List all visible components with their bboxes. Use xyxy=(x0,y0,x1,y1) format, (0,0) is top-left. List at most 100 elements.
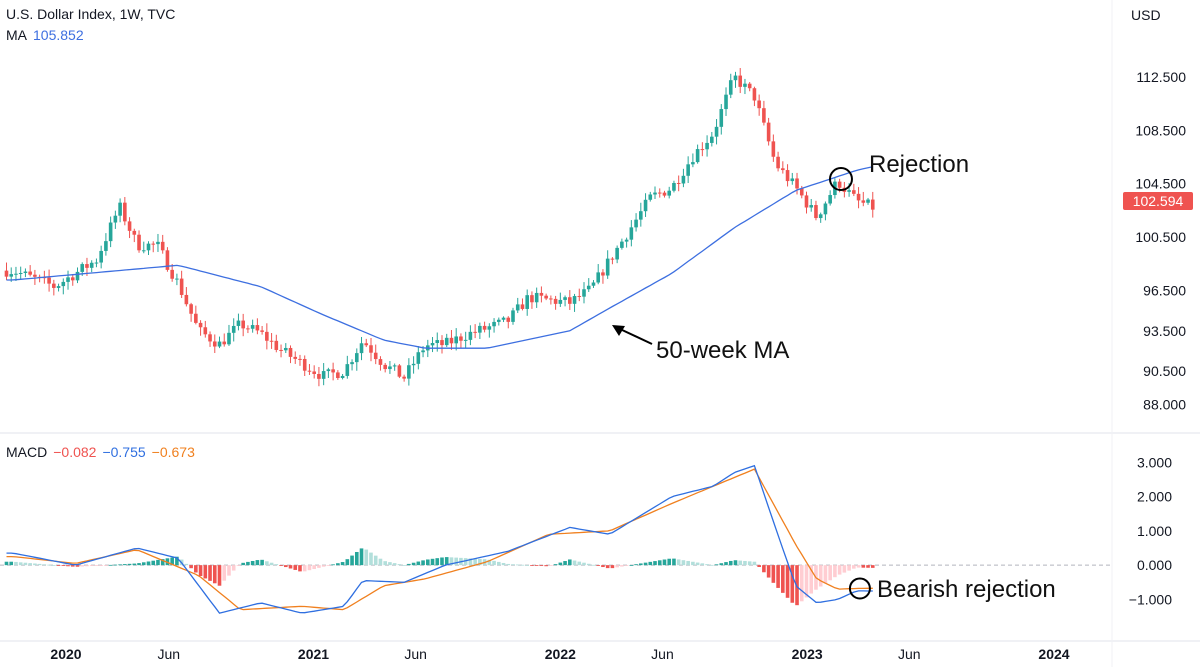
macd-histogram-bar xyxy=(496,561,501,566)
macd-histogram-bar xyxy=(549,565,553,566)
candle-body xyxy=(686,164,690,176)
candle-body xyxy=(326,369,331,372)
symbol-title: U.S. Dollar Index, 1W, TVC xyxy=(6,6,176,22)
candle-body xyxy=(416,352,421,364)
candle-body xyxy=(47,277,51,284)
macd-histogram-bar xyxy=(141,562,146,566)
macd-histogram-bar xyxy=(785,565,790,598)
macd-histogram-bar xyxy=(634,564,638,566)
macd-histogram-bar xyxy=(866,565,870,568)
candle-body xyxy=(392,365,397,367)
candle-body xyxy=(179,278,184,295)
candle-body xyxy=(279,349,283,351)
candle-body xyxy=(520,304,525,309)
macd-histogram-bar xyxy=(189,565,193,569)
candle-body xyxy=(809,205,814,208)
candle-body xyxy=(345,364,350,376)
macd-hist-value: −0.082 xyxy=(53,444,97,460)
macd-histogram-bar xyxy=(407,563,411,566)
candle-body xyxy=(728,80,733,95)
macd-histogram-bar xyxy=(856,565,861,568)
macd-histogram-bar xyxy=(757,565,761,567)
macd-histogram-bar xyxy=(501,562,506,566)
time-tick-label: 2020 xyxy=(50,646,81,662)
macd-histogram-bar xyxy=(861,565,866,568)
candle-body xyxy=(307,370,312,372)
candle-body xyxy=(695,149,700,163)
candle-body xyxy=(212,341,217,347)
candle-body xyxy=(804,195,809,208)
macd-histogram-bar xyxy=(719,563,724,566)
macd-histogram-bar xyxy=(104,565,108,566)
candle-body xyxy=(283,347,288,351)
candle-body xyxy=(781,168,785,171)
macd-histogram-bar xyxy=(430,558,435,566)
macd-histogram-bar xyxy=(336,563,340,566)
macd-histogram-bar xyxy=(321,565,326,567)
candle-body xyxy=(321,371,326,379)
candle-body xyxy=(99,250,103,263)
macd-histogram-bar xyxy=(837,565,842,575)
candle-body xyxy=(563,297,567,300)
macd-histogram-bar xyxy=(123,564,127,566)
price-tick-label: 100.500 xyxy=(1135,229,1186,245)
macd-histogram-bar xyxy=(695,562,700,566)
macd-histogram-bar xyxy=(624,565,629,566)
candle-body xyxy=(648,194,653,200)
candle-body xyxy=(137,234,141,251)
macd-histogram-bar xyxy=(639,563,643,566)
candle-body xyxy=(66,277,70,282)
candle-body xyxy=(468,331,473,340)
macd-histogram-bar xyxy=(298,565,302,572)
macd-histogram-bar xyxy=(312,565,316,570)
candle-body xyxy=(747,83,752,89)
candle-body xyxy=(799,188,804,196)
price-tick-label: 108.500 xyxy=(1135,122,1186,138)
candle-body xyxy=(586,285,591,290)
macd-histogram-bar xyxy=(705,564,709,566)
macd-histogram-bar xyxy=(354,551,359,566)
macd-histogram-bar xyxy=(293,565,298,570)
candle-body xyxy=(601,272,605,276)
candle-body xyxy=(364,343,369,346)
candle-body xyxy=(629,227,634,240)
macd-histogram-bar xyxy=(435,558,440,566)
candle-body xyxy=(9,274,14,277)
macd-histogram-bar xyxy=(331,564,335,566)
candle-body xyxy=(246,328,250,330)
candle-body xyxy=(795,178,799,189)
macd-histogram-bar xyxy=(530,565,534,566)
macd-histogram-bar xyxy=(236,565,241,566)
macd-histogram-bar xyxy=(227,565,231,576)
candle-body xyxy=(184,294,189,305)
macd-histogram-bar xyxy=(444,557,449,566)
candle-body xyxy=(624,239,629,242)
macd-histogram-bar xyxy=(790,565,795,603)
macd-histogram-bar xyxy=(113,564,118,566)
candle-body xyxy=(615,247,619,260)
macd-histogram-bar xyxy=(416,561,421,566)
macd-histogram-bar xyxy=(118,564,122,566)
macd-histogram-bar xyxy=(241,562,245,566)
macd-histogram-bar xyxy=(317,565,321,568)
time-tick-label: 2023 xyxy=(792,646,823,662)
candle-body xyxy=(700,149,705,151)
macd-histogram-bar xyxy=(85,565,89,567)
macd-histogram-bar xyxy=(553,564,558,566)
candle-body xyxy=(70,277,75,281)
macd-histogram-bar xyxy=(473,558,477,566)
macd-histogram-bar xyxy=(80,565,85,567)
macd-histogram-bar xyxy=(728,560,733,566)
macd-histogram-bar xyxy=(9,561,14,566)
macd-histogram-bar xyxy=(454,557,458,566)
candle-body xyxy=(866,199,870,203)
macd-histogram-bar xyxy=(534,565,539,566)
candle-body xyxy=(719,109,724,127)
candle-body xyxy=(388,366,392,370)
macd-legend: MACD −0.082 −0.755 −0.673 xyxy=(6,444,201,460)
macd-histogram-bar xyxy=(586,563,591,566)
candle-body xyxy=(302,358,307,371)
price-tick-label: 104.500 xyxy=(1135,176,1186,192)
candle-body xyxy=(870,199,875,210)
